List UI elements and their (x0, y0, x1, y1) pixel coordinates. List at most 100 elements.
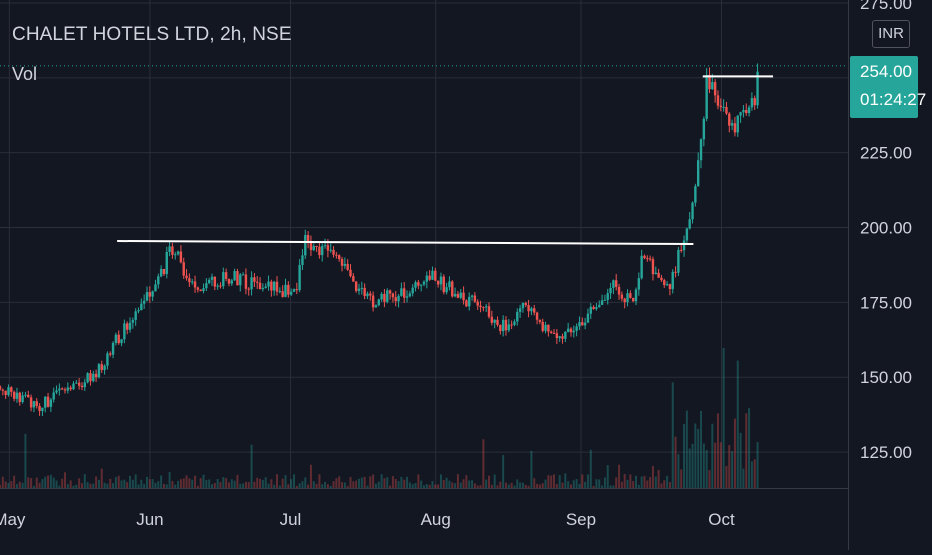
price-tick-label: 275.00 (860, 0, 912, 13)
candle-body (657, 272, 660, 278)
volume-bar (485, 479, 488, 488)
candle-body (256, 281, 259, 283)
candle-body (468, 296, 471, 307)
candle-body (400, 288, 403, 296)
candle-body (722, 106, 725, 108)
volume-bar (123, 479, 126, 488)
volume-bar (598, 479, 601, 488)
volume-bar (439, 474, 442, 488)
candle-body (753, 98, 756, 106)
volume-bar (109, 478, 112, 488)
volume-bar (383, 478, 386, 488)
candle-body (606, 293, 609, 300)
candle-body (52, 392, 55, 400)
candle-body (304, 234, 307, 256)
volume-bar (92, 483, 95, 488)
volume-bar (629, 474, 632, 488)
candle-body (157, 276, 160, 285)
volume-bar (188, 478, 191, 488)
candle-body (120, 339, 123, 344)
volume-bar (120, 480, 123, 488)
volume-bar (555, 484, 558, 488)
candle-body (58, 388, 61, 391)
volume-bar (714, 442, 717, 488)
volume-bar (716, 413, 719, 488)
volume-bar (38, 482, 41, 488)
candle-body (343, 263, 347, 266)
candle-body (705, 74, 708, 119)
volume-bar (423, 485, 425, 488)
candle-body (230, 280, 233, 284)
candle-body (391, 293, 395, 298)
volume-bar (174, 484, 177, 488)
candle-body (665, 284, 669, 286)
volume-bar (606, 465, 609, 488)
volume-bar (18, 481, 21, 488)
volume-indicator-label[interactable]: Vol (12, 64, 38, 84)
candle-body (239, 274, 242, 286)
volume-bar (292, 474, 295, 488)
volume-bar (615, 477, 618, 488)
candle-body (414, 282, 417, 288)
volume-bar (745, 413, 748, 488)
candle-body (535, 312, 539, 320)
volume-bar (750, 461, 753, 488)
volume-bar (623, 474, 626, 488)
candle-body (287, 284, 290, 295)
candle-body (711, 82, 714, 90)
volume-bar (437, 484, 440, 488)
candle-body (586, 313, 590, 323)
candle-body (459, 292, 462, 298)
volume-bar (377, 481, 380, 488)
candle-body (609, 287, 612, 294)
volume-bar (52, 477, 55, 488)
volume-bar (35, 477, 38, 488)
candle-body (72, 383, 75, 390)
volume-bar (129, 475, 132, 488)
volume-bar (372, 474, 375, 488)
currency-badge[interactable]: INR (872, 20, 910, 48)
volume-bar (651, 465, 654, 488)
candle-body (151, 291, 154, 297)
volume-bar (366, 485, 369, 488)
volume-bar (448, 480, 451, 488)
volume-bar (338, 476, 341, 488)
volume-bar (312, 481, 315, 488)
volume-bar (640, 476, 643, 488)
volume-bar (309, 464, 312, 488)
candle-body (369, 293, 372, 296)
candle-body (77, 382, 81, 386)
volume-bar (126, 482, 129, 488)
candle-body (615, 280, 618, 287)
volume-bar (722, 348, 725, 488)
volume-layer (0, 348, 759, 488)
volume-bar (502, 455, 505, 488)
candle-body (227, 278, 231, 284)
candle-body (470, 295, 474, 297)
volume-bar (434, 484, 437, 488)
symbol-title[interactable]: CHALET HOTELS LTD, 2h, NSE (12, 24, 292, 45)
candle-body (403, 288, 406, 298)
candle-body (646, 258, 649, 260)
time-tick-label: Aug (421, 510, 451, 529)
volume-bar (680, 469, 683, 488)
candle-body (445, 287, 448, 293)
volume-bar (148, 479, 151, 488)
volume-bar (632, 481, 635, 488)
candle-body (566, 328, 570, 332)
volume-bar (329, 485, 332, 488)
candle-body (493, 319, 496, 323)
candle-body (589, 306, 592, 314)
candle-body (745, 110, 748, 114)
trendline-layer[interactable] (117, 75, 774, 245)
candle-layer[interactable] (0, 63, 759, 417)
volume-bar (270, 479, 273, 488)
candle-body (451, 281, 454, 297)
candle-body (476, 301, 479, 306)
candle-body (306, 234, 310, 242)
volume-bar (425, 484, 428, 488)
volume-bar (219, 482, 222, 488)
volume-bar (403, 479, 406, 488)
